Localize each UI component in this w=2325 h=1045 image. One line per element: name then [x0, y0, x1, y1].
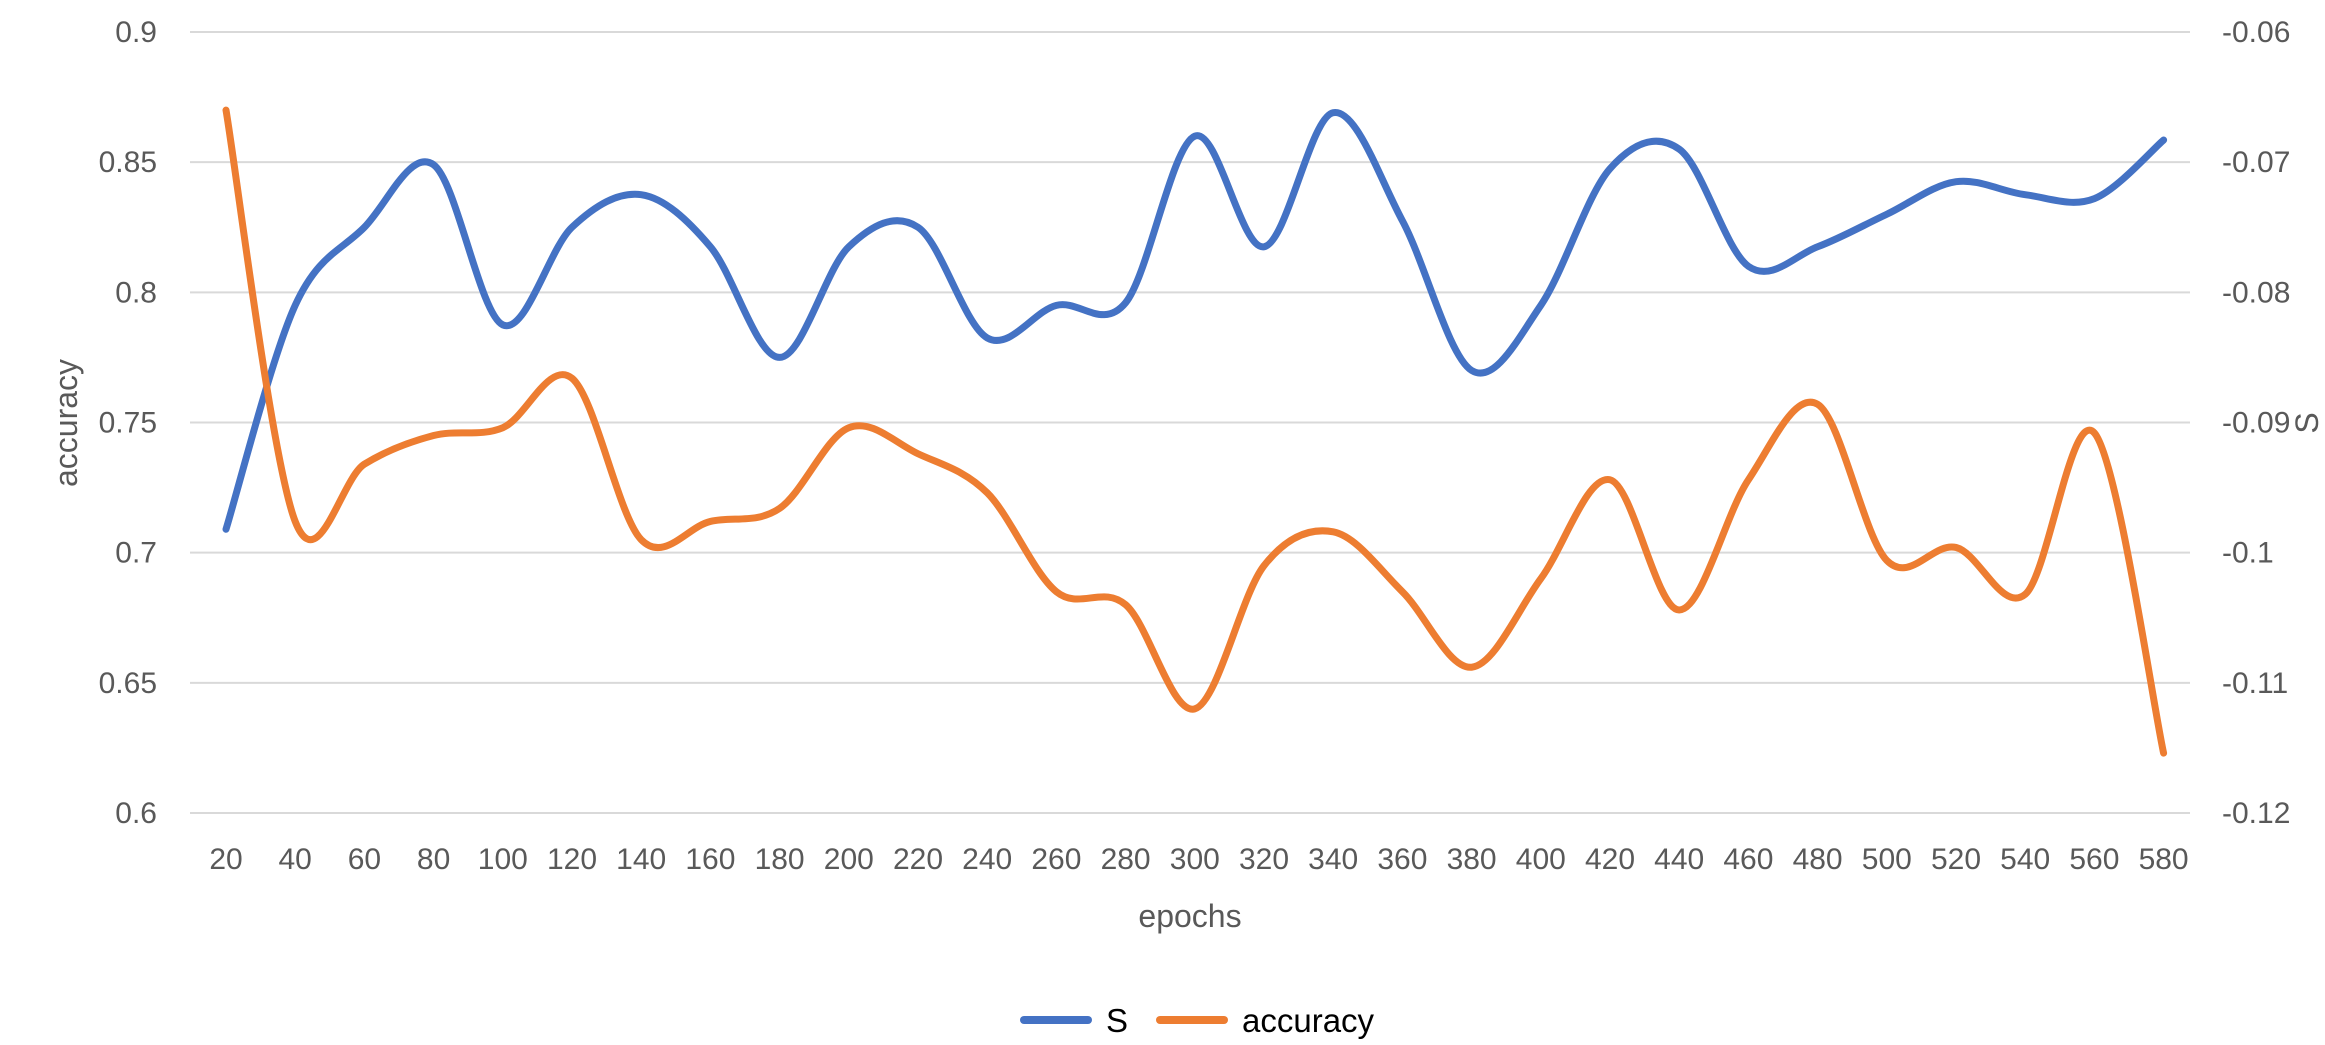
legend: S accuracy	[1020, 1002, 1375, 1039]
right-axis-ticks: -0.12 -0.11 -0.1 -0.09 -0.08 -0.07 -0.06	[2222, 16, 2290, 830]
x-tick-label: 160	[685, 843, 735, 876]
x-tick-label: 40	[279, 843, 312, 876]
x-tick-label: 500	[1862, 843, 1912, 876]
x-tick-label: 200	[824, 843, 874, 876]
x-tick-label: 140	[616, 843, 666, 876]
series-line-accuracy	[222, 106, 2168, 757]
y-tick-label: 0.6	[115, 797, 157, 830]
x-tick-label: 520	[1931, 843, 1981, 876]
x-tick-label: 180	[755, 843, 805, 876]
x-tick-label: 580	[2139, 843, 2189, 876]
y2-tick-label: -0.07	[2222, 146, 2290, 179]
x-axis-title: epochs	[1138, 898, 1241, 934]
x-tick-label: 360	[1377, 843, 1427, 876]
x-tick-label: 240	[962, 843, 1012, 876]
x-tick-label: 60	[348, 843, 381, 876]
x-tick-label: 420	[1585, 843, 1635, 876]
x-tick-label: 560	[2069, 843, 2119, 876]
y2-tick-label: -0.12	[2222, 797, 2290, 830]
y-tick-label: 0.85	[99, 146, 157, 179]
x-tick-label: 20	[209, 843, 242, 876]
x-tick-label: 260	[1031, 843, 1081, 876]
x-tick-label: 120	[547, 843, 597, 876]
x-tick-label: 460	[1723, 843, 1773, 876]
x-tick-label: 340	[1308, 843, 1358, 876]
y-tick-label: 0.8	[115, 276, 157, 309]
y2-tick-label: -0.09	[2222, 407, 2290, 440]
series-line-s	[222, 109, 2168, 533]
x-tick-label: 300	[1170, 843, 1220, 876]
x-tick-label: 440	[1654, 843, 1704, 876]
x-tick-label: 400	[1516, 843, 1566, 876]
right-axis-title: S	[2289, 412, 2325, 433]
x-axis-ticks: 20 40 60 80 100 120 140 160 180 200 220 240 260 280 30…	[209, 843, 2188, 876]
series-lines	[222, 106, 2168, 757]
y2-tick-label: -0.06	[2222, 16, 2290, 49]
y2-tick-label: -0.08	[2222, 276, 2290, 309]
legend-label-accuracy: accuracy	[1242, 1002, 1375, 1039]
y-tick-label: 0.65	[99, 667, 157, 700]
x-tick-label: 380	[1447, 843, 1497, 876]
x-tick-label: 100	[478, 843, 528, 876]
x-tick-label: 80	[417, 843, 450, 876]
x-tick-label: 220	[893, 843, 943, 876]
y2-tick-label: -0.11	[2222, 667, 2288, 700]
x-tick-label: 480	[1793, 843, 1843, 876]
y-tick-label: 0.9	[115, 16, 157, 49]
left-axis-ticks: 0.6 0.65 0.7 0.75 0.8 0.85 0.9	[99, 16, 157, 830]
y2-tick-label: -0.1	[2222, 537, 2274, 570]
legend-label-s: S	[1106, 1002, 1128, 1039]
left-axis-title: accuracy	[48, 359, 84, 487]
x-tick-label: 540	[2000, 843, 2050, 876]
x-tick-label: 320	[1239, 843, 1289, 876]
y-tick-label: 0.7	[115, 537, 157, 570]
gridlines	[190, 31, 2190, 814]
y-tick-label: 0.75	[99, 407, 157, 440]
x-tick-label: 280	[1101, 843, 1151, 876]
